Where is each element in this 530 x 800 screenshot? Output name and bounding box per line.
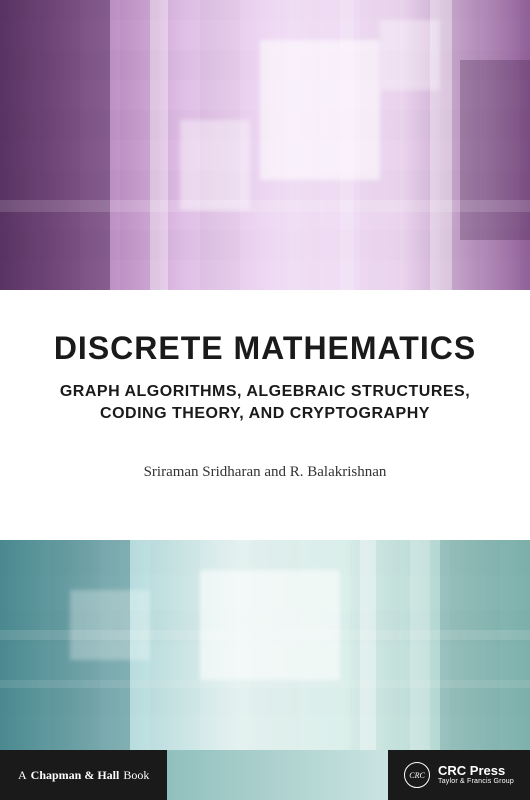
subtitle-line-2: CODING THEORY, AND CRYPTOGRAPHY	[30, 403, 500, 425]
book-authors: Sriraman Sridharan and R. Balakrishnan	[30, 464, 500, 481]
footer-bar: A Chapman & Hall Book CRC CRC Press Tayl…	[0, 750, 530, 800]
top-abstract-graphic	[0, 0, 530, 290]
publisher-group: Taylor & Francis Group	[438, 778, 514, 786]
imprint-suffix: Book	[123, 768, 149, 783]
crc-logo-text: CRC	[409, 771, 425, 780]
publisher-text: CRC Press Taylor & Francis Group	[438, 764, 514, 786]
book-title: DISCRETE MATHEMATICS	[30, 330, 500, 367]
imprint-brand: Chapman & Hall	[31, 768, 120, 783]
publisher-name: CRC Press	[438, 764, 514, 778]
bottom-abstract-graphic	[0, 540, 530, 750]
footer-spacer	[167, 750, 388, 800]
publisher-badge: CRC CRC Press Taylor & Francis Group	[388, 750, 530, 800]
imprint-prefix: A	[18, 768, 27, 783]
book-subtitle: GRAPH ALGORITHMS, ALGEBRAIC STRUCTURES, …	[30, 381, 500, 424]
crc-logo-icon: CRC	[404, 762, 430, 788]
abstract-background-purple	[0, 0, 530, 290]
subtitle-line-1: GRAPH ALGORITHMS, ALGEBRAIC STRUCTURES,	[30, 381, 500, 403]
imprint-badge: A Chapman & Hall Book	[0, 750, 167, 800]
title-band: DISCRETE MATHEMATICS GRAPH ALGORITHMS, A…	[0, 290, 530, 540]
book-cover: DISCRETE MATHEMATICS GRAPH ALGORITHMS, A…	[0, 0, 530, 800]
abstract-background-teal	[0, 540, 530, 750]
